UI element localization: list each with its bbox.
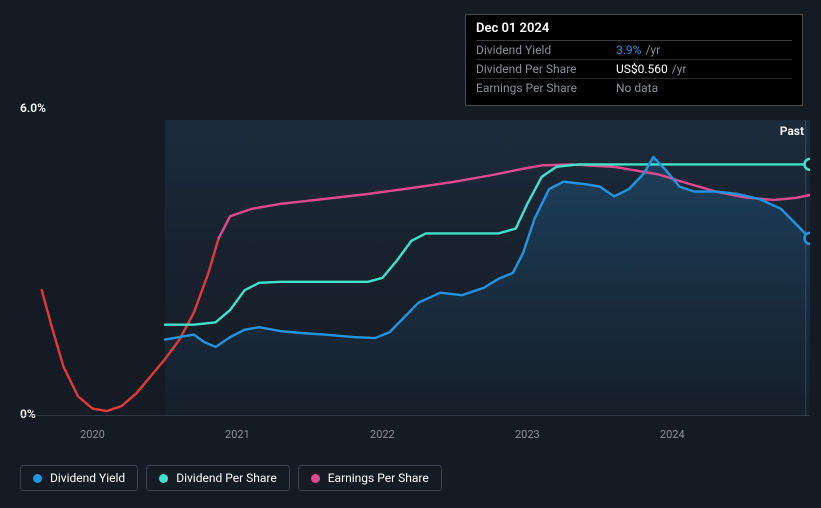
tooltip-metric-label: Dividend Per Share bbox=[476, 62, 616, 76]
legend-dot-icon bbox=[159, 474, 168, 483]
tooltip-metric-value: No data bbox=[616, 81, 658, 95]
x-axis-labels: 2020 2021 2022 2023 2024 bbox=[20, 428, 810, 446]
legend-label: Dividend Yield bbox=[50, 471, 125, 485]
legend-label: Earnings Per Share bbox=[328, 471, 429, 485]
chart-legend: Dividend Yield Dividend Per Share Earnings… bbox=[20, 465, 442, 491]
tooltip-row: Dividend Per ShareUS$0.560/yr bbox=[476, 60, 792, 79]
legend-label: Dividend Per Share bbox=[176, 471, 277, 485]
legend-item[interactable]: Earnings Per Share bbox=[298, 465, 442, 491]
x-axis-tick-label: 2022 bbox=[370, 428, 395, 441]
tooltip-row: Earnings Per ShareNo data bbox=[476, 79, 792, 97]
dividend-chart: 6.0% 0% Past 20202021202220232024 bbox=[20, 106, 810, 446]
x-axis-tick-label: 2021 bbox=[225, 428, 250, 441]
tooltip-date: Dec 01 2024 bbox=[476, 21, 792, 41]
legend-dot-icon bbox=[311, 474, 320, 483]
tooltip-metric-label: Earnings Per Share bbox=[476, 81, 616, 95]
y-axis-max-label: 6.0% bbox=[20, 101, 46, 115]
legend-dot-icon bbox=[33, 474, 42, 483]
tooltip-metric-value: US$0.560 bbox=[616, 62, 668, 76]
tooltip-metric-value: 3.9% bbox=[616, 43, 641, 57]
x-axis-tick-label: 2024 bbox=[660, 428, 685, 441]
x-axis-tick-label: 2023 bbox=[515, 428, 540, 441]
chart-plot-area[interactable] bbox=[20, 120, 810, 416]
tooltip-metric-label: Dividend Yield bbox=[476, 43, 616, 57]
x-axis-tick-label: 2020 bbox=[80, 428, 105, 441]
tooltip-row: Dividend Yield3.9% /yr bbox=[476, 41, 792, 60]
tooltip-metric-unit: /yr bbox=[645, 43, 660, 57]
tooltip-metric-unit: /yr bbox=[672, 62, 687, 76]
legend-item[interactable]: Dividend Yield bbox=[20, 465, 138, 491]
legend-item[interactable]: Dividend Per Share bbox=[146, 465, 290, 491]
past-label: Past bbox=[780, 124, 804, 138]
chart-tooltip: Dec 01 2024 Dividend Yield3.9%/yrDividen… bbox=[465, 14, 803, 106]
